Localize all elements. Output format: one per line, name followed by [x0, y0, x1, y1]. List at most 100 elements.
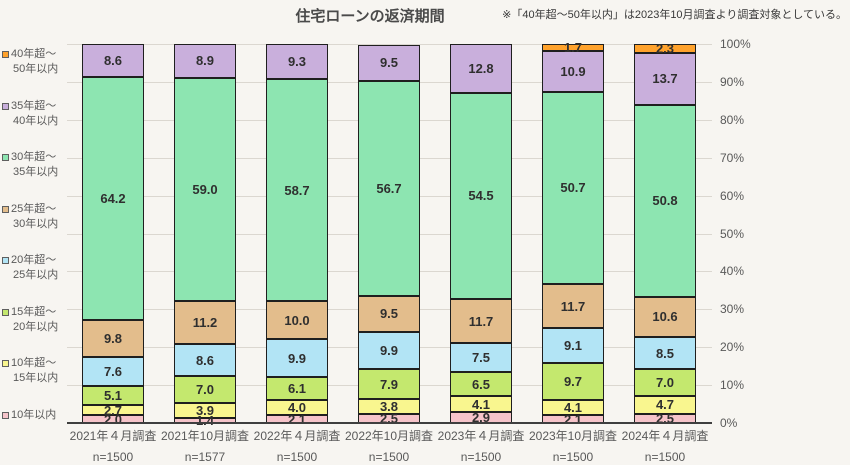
legend-label-line2: 35年以内: [13, 166, 59, 178]
legend-label-line2: 50年以内: [13, 63, 59, 75]
bar-segment: 9.8: [82, 319, 144, 358]
x-label: 2022年４月調査 n=1500: [254, 430, 341, 463]
x-label: 2022年10月調査 n=1500: [345, 430, 433, 464]
x-label-date: 2023年４月調査: [437, 429, 525, 443]
bar-segment: 7.9: [358, 369, 420, 400]
legend-label: 15年超～: [11, 305, 57, 318]
legend-item: 10年以内: [2, 408, 56, 423]
bar-segment: 8.6: [174, 343, 236, 377]
bar-segment: 56.7: [358, 80, 420, 296]
x-axis-labels: 2021年４月調査 n=1500 2021年10月調査 n=1577 2022年４月調査…: [70, 430, 709, 464]
x-label-n: n=1577: [184, 450, 226, 464]
segment-value: 9.3: [287, 54, 307, 70]
y-tick-label: 60%: [720, 188, 745, 203]
bar-segment: 4.1: [450, 396, 512, 413]
segment-value: 7.0: [195, 382, 215, 398]
chart-legend: 40年超～ 50年以内 35年超～ 40年以内 30年超～ 35年以内 25年超～ 30年以内…: [2, 44, 76, 423]
segment-value: 2.5: [379, 410, 399, 426]
bar-segment: 11.7: [450, 299, 512, 344]
legend-label-line1: 20年超～: [2, 253, 58, 268]
bar-segment: 9.9: [266, 339, 328, 377]
bar-column: 2.5 3.8 7.9 9.9 9.5 56.7 9.5: [358, 44, 420, 426]
x-label-n: n=1500: [92, 450, 134, 464]
legend-label-line1: 30年超～: [2, 150, 58, 165]
legend-label-line1: 10年以内: [2, 408, 56, 423]
bar-segment: 58.7: [266, 79, 328, 302]
segment-value: 50.7: [560, 180, 586, 196]
segment-value: 13.7: [652, 71, 678, 87]
y-tick-label: 50%: [720, 226, 745, 241]
y-tick-label: 70%: [720, 150, 745, 165]
segment-value: 6.5: [471, 376, 491, 392]
bars-container: 2.0 2.7 5.1 7.6 9.8 64.2 8.6 1.4 3.9 7.0 8.6 11.2 59…: [82, 40, 696, 427]
y-tick-label: 80%: [720, 112, 745, 127]
segment-value: 2.5: [655, 410, 675, 426]
bar-segment: 8.9: [174, 44, 236, 78]
segment-value: 9.1: [563, 338, 583, 354]
bar-segment: 10.6: [634, 296, 696, 338]
bar-segment: 64.2: [82, 76, 144, 320]
legend-item: 25年超～ 30年以内: [2, 202, 58, 232]
y-tick-label: 100%: [720, 37, 751, 51]
legend-swatch: [2, 205, 9, 213]
bar-segment: 9.5: [358, 295, 420, 332]
bar-segment: 9.9: [358, 331, 420, 370]
segment-value: 7.9: [379, 376, 399, 392]
legend-label: 10年以内: [11, 408, 57, 421]
segment-value: 3.8: [379, 398, 399, 414]
segment-value: 12.8: [468, 60, 494, 76]
legend-label: 25年超～: [11, 202, 57, 215]
bar-segment: 8.5: [634, 337, 696, 370]
x-label: 2024年４月調査 n=1500: [622, 430, 709, 463]
bar-segment: 11.7: [542, 283, 604, 329]
bar-segment: 50.8: [634, 104, 696, 297]
legend-label-line1: 40年超～: [2, 47, 58, 62]
segment-value: 4.7: [655, 397, 675, 413]
segment-value: 58.7: [284, 182, 310, 198]
segment-value: 11.7: [560, 298, 586, 314]
bar-column: 1.4 3.9 7.0 8.6 11.2 59.0 8.9: [174, 44, 236, 427]
bar-segment: 50.7: [542, 91, 604, 284]
segment-value: 4.0: [287, 399, 307, 415]
bar-segment: 4.1: [542, 399, 604, 416]
segment-value: 11.7: [468, 313, 494, 329]
segment-value: 9.9: [287, 350, 307, 366]
bar-segment: 59.0: [174, 77, 236, 302]
legend-label: 40年超～: [11, 48, 57, 60]
segment-value: 1.7: [563, 39, 583, 55]
legend-label: 35年超～: [11, 99, 57, 112]
bar-segment: 7.0: [174, 376, 236, 403]
bar-segment: 6.1: [266, 376, 328, 400]
x-label: 2023年４月調査 n=1500: [438, 430, 525, 463]
legend-item: 15年超～ 20年以内: [2, 305, 58, 335]
segment-value: 4.1: [471, 396, 491, 412]
legend-swatch: [2, 360, 9, 367]
segment-value: 7.6: [103, 363, 123, 379]
legend-label: 30年超～: [11, 151, 57, 163]
legend-label: 10年超～: [11, 357, 57, 369]
segment-value: 2.3: [655, 40, 675, 56]
segment-value: 4.1: [563, 399, 583, 415]
segment-value: 54.5: [468, 188, 494, 204]
x-label-n: n=1500: [552, 450, 594, 464]
bar-segment: 10.0: [266, 301, 328, 340]
chart-title: 住宅ローンの返済期間: [295, 8, 445, 25]
bar-segment: 7.5: [450, 343, 512, 372]
x-label: 2023年10月調査 n=1500: [529, 430, 617, 464]
segment-value: 64.2: [100, 190, 126, 206]
legend-label-line2: 30年以内: [13, 217, 59, 230]
legend-swatch: [2, 411, 9, 419]
y-tick-label: 20%: [720, 340, 745, 355]
bar-segment: 1.7: [542, 41, 604, 54]
segment-value: 7.0: [655, 374, 675, 390]
segment-value: 8.9: [195, 53, 215, 69]
segment-value: 8.6: [195, 352, 215, 368]
segment-value: 10.0: [284, 312, 310, 328]
segment-value: 2.7: [103, 402, 123, 418]
bar-segment: 7.0: [634, 369, 696, 396]
segment-value: 6.1: [287, 380, 307, 396]
bar-segment: 9.7: [542, 362, 604, 400]
segment-value: 50.8: [652, 193, 678, 209]
x-label-n: n=1500: [368, 450, 410, 464]
